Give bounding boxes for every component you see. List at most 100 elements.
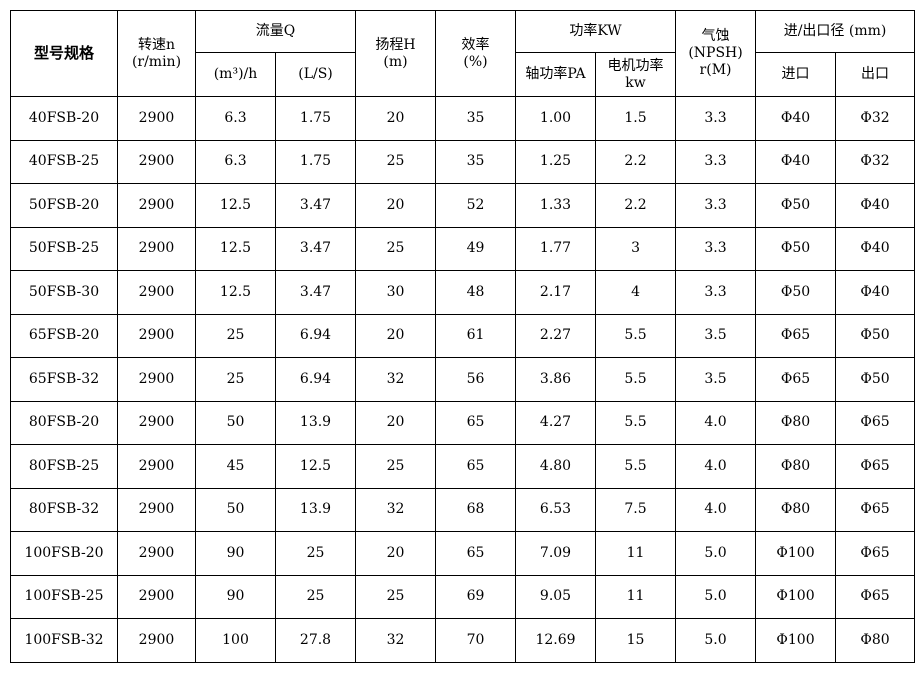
data-row: 50FSB-25 2900 12.5 3.47 25 49 1.77 3 3.3 Φ50 Φ40: [10, 226, 916, 271]
data-cell: 25: [195, 313, 276, 358]
data-cell: Φ40: [835, 183, 916, 228]
data-cell: 20: [355, 183, 437, 228]
header-cell: 扬程H (m): [355, 10, 437, 97]
data-cell: 2900: [117, 270, 196, 315]
data-cell: 3.3: [675, 96, 757, 141]
data-cell: 3.5: [675, 357, 757, 402]
subheader-row: (m³)/h (L/S) 轴功率PA 电机功率 kw 进口 出口: [11, 52, 916, 97]
data-cell: Φ40: [755, 96, 837, 141]
data-cell: 3.3: [675, 139, 757, 184]
data-cell: 2900: [117, 400, 196, 445]
data-cell: Φ32: [835, 139, 916, 184]
data-cell: 13.9: [274, 400, 357, 445]
table-body: 型号规格 转速n (r/min) 流量Q 扬程H (m) 效率 (%) 功率KW 气蚀 (NPSH)…: [10, 10, 916, 663]
header-cell: 流量Q: [194, 10, 357, 53]
data-cell: Φ32: [835, 96, 916, 141]
header-cell: 转速n (r/min): [117, 10, 196, 97]
data-cell: 11: [595, 531, 677, 576]
data-cell: 3.47: [274, 226, 357, 271]
header-line: 进口: [781, 66, 810, 82]
data-cell: 2900: [117, 618, 196, 663]
data-row: 65FSB-32 2900 25 6.94 32 56 3.86 5.5 3.5 Φ65 Φ50: [10, 357, 916, 402]
data-cell: 48: [435, 270, 517, 315]
header-cell: 效率 (%): [435, 10, 517, 97]
data-row: 50FSB-30 2900 12.5 3.47 30 48 2.17 4 3.3 Φ50 Φ40: [10, 270, 916, 315]
data-cell: 3.47: [274, 183, 357, 228]
data-cell: 20: [355, 96, 437, 141]
header-line: 电机功率: [607, 57, 664, 74]
data-cell: Φ100: [755, 574, 837, 619]
data-cell: 65: [435, 531, 517, 576]
data-cell: 65: [435, 444, 517, 489]
data-cell: 80FSB-32: [10, 487, 118, 532]
data-cell: Φ80: [755, 487, 837, 532]
data-cell: 11: [595, 574, 677, 619]
data-cell: 40FSB-25: [10, 139, 118, 184]
data-cell: 35: [435, 139, 517, 184]
data-cell: 3.3: [675, 226, 757, 271]
data-cell: 25: [355, 139, 437, 184]
data-cell: 90: [195, 531, 276, 576]
data-cell: Φ40: [835, 270, 916, 315]
data-cell: 90: [195, 574, 276, 619]
header-line: (r/min): [131, 53, 182, 70]
data-row: 80FSB-20 2900 50 13.9 20 65 4.27 5.5 4.0 Φ80 Φ65: [10, 400, 916, 445]
data-cell: 2900: [117, 487, 196, 532]
data-cell: Φ50: [755, 270, 837, 315]
subheader-cell: 轴功率PA: [515, 52, 597, 97]
data-cell: Φ50: [755, 226, 837, 271]
data-cell: 65FSB-20: [10, 313, 118, 358]
data-row: 65FSB-20 2900 25 6.94 20 61 2.27 5.5 3.5 Φ65 Φ50: [10, 313, 916, 358]
data-cell: 12.5: [195, 226, 276, 271]
data-cell: 5.5: [595, 400, 677, 445]
data-cell: 12.5: [274, 444, 357, 489]
data-cell: 3.86: [515, 357, 597, 402]
data-cell: 5.5: [595, 444, 677, 489]
data-cell: 4.80: [515, 444, 597, 489]
data-cell: 69: [435, 574, 517, 619]
data-cell: 68: [435, 487, 517, 532]
subheader-cell: (L/S): [274, 52, 357, 97]
data-cell: 27.8: [274, 618, 357, 663]
data-cell: Φ100: [755, 531, 837, 576]
data-cell: 6.94: [274, 357, 357, 402]
header-line: (m): [383, 53, 408, 70]
header-line: (m³)/h: [213, 66, 258, 82]
data-cell: 2900: [117, 357, 196, 402]
data-cell: Φ65: [835, 487, 916, 532]
header-row: 型号规格 转速n (r/min) 流量Q 扬程H (m) 效率 (%) 功率KW 气蚀 (NPSH)…: [10, 10, 916, 97]
data-cell: 9.05: [515, 574, 597, 619]
data-cell: Φ65: [835, 400, 916, 445]
data-cell: 7.09: [515, 531, 597, 576]
data-cell: Φ40: [835, 226, 916, 271]
data-cell: 50FSB-20: [10, 183, 118, 228]
data-cell: 5.5: [595, 357, 677, 402]
data-cell: 1.25: [515, 139, 597, 184]
data-cell: Φ65: [755, 313, 837, 358]
subheader-cell: (m³)/h: [195, 52, 276, 97]
data-row: 40FSB-20 2900 6.3 1.75 20 35 1.00 1.5 3.3 Φ40 Φ32: [10, 96, 916, 141]
header-line: 扬程H: [375, 36, 416, 53]
data-cell: 80FSB-20: [10, 400, 118, 445]
data-cell: 2.27: [515, 313, 597, 358]
data-cell: 25: [355, 444, 437, 489]
subheader-cell: 电机功率 kw: [595, 52, 677, 97]
data-cell: 65FSB-32: [10, 357, 118, 402]
data-cell: 6.3: [195, 139, 276, 184]
data-cell: 4.0: [675, 400, 757, 445]
data-cell: 32: [355, 618, 437, 663]
header-cell: 进/出口径 (mm): [755, 10, 916, 53]
data-cell: 32: [355, 487, 437, 532]
data-cell: 1.33: [515, 183, 597, 228]
data-cell: 5.0: [675, 574, 757, 619]
data-cell: 1.00: [515, 96, 597, 141]
data-cell: 15: [595, 618, 677, 663]
header-line: 进/出口径 (mm): [783, 23, 887, 39]
data-cell: 52: [435, 183, 517, 228]
data-cell: Φ50: [835, 313, 916, 358]
data-cell: 1.75: [274, 139, 357, 184]
data-cell: 25: [274, 574, 357, 619]
data-cell: 1.77: [515, 226, 597, 271]
data-cell: Φ80: [835, 618, 916, 663]
